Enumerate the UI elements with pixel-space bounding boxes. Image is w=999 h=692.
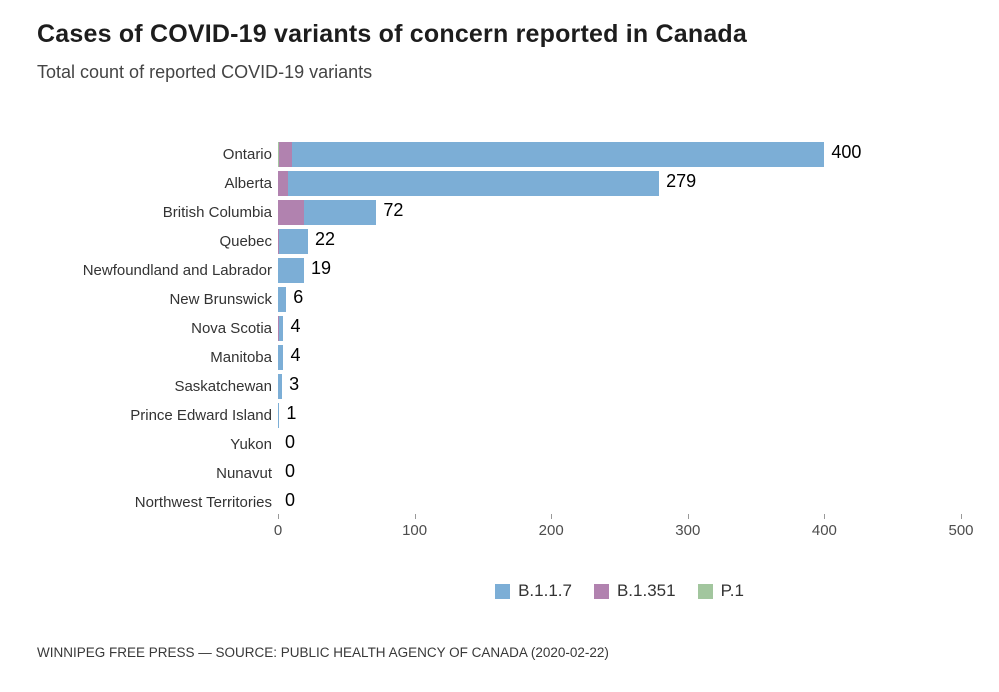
bar-track: 279: [278, 171, 961, 196]
source-footer: WINNIPEG FREE PRESS — SOURCE: PUBLIC HEA…: [37, 645, 609, 660]
bar-row: Prince Edward Island 1: [37, 401, 961, 430]
bar-track: 3: [278, 374, 961, 399]
value-label: 400: [831, 142, 862, 162]
value-label: 0: [285, 490, 296, 510]
category-label: Saskatchewan: [174, 378, 272, 395]
legend-item: B.1.1.7: [495, 581, 572, 601]
category-label: Nunavut: [216, 465, 272, 482]
bar-row: Alberta 279: [37, 169, 961, 198]
bar-segment-b117: [278, 374, 283, 399]
tick-mark: [961, 514, 962, 519]
value-label: 72: [383, 200, 404, 220]
category-label: Newfoundland and Labrador: [82, 262, 272, 279]
bar-row: Yukon 0: [37, 430, 961, 459]
bar-segment-b1351: [278, 316, 280, 341]
bar-track: 4: [278, 345, 961, 370]
value-label: 19: [310, 258, 331, 278]
bar-segment-b117: [303, 200, 377, 225]
tick-mark: [824, 514, 826, 519]
tick-mark: [414, 514, 416, 519]
bar-row: Ontario 400: [37, 140, 961, 169]
chart-subtitle: Total count of reported COVID-19 variant…: [37, 62, 373, 82]
bar-row: Manitoba 4: [37, 343, 961, 372]
category-label: British Columbia: [162, 204, 272, 221]
bar-segment-b117: [287, 171, 660, 196]
category-label: New Brunswick: [169, 291, 272, 308]
x-axis: 0 100 200 300 400 500: [274, 514, 974, 544]
legend-swatch-icon: [697, 583, 713, 599]
value-label: 6: [293, 287, 304, 307]
bar-segment-p1: [278, 142, 280, 167]
tick-label: 300: [675, 522, 701, 539]
bar-track: 1: [278, 403, 961, 428]
category-label: Yukon: [230, 436, 272, 453]
bar-track: 0: [278, 461, 961, 486]
legend-item: P.1: [697, 581, 744, 601]
bar-track: 0: [278, 490, 961, 515]
value-label: 0: [285, 461, 296, 481]
category-label: Manitoba: [210, 349, 272, 366]
bar-segment-b1351: [278, 200, 304, 225]
category-label: Quebec: [219, 233, 272, 250]
value-label: 4: [290, 316, 301, 336]
bar-segment-b117: [279, 229, 309, 254]
bar-segment-b1351: [279, 142, 292, 167]
value-label: 3: [289, 374, 300, 394]
bar-segment-b117: [291, 142, 825, 167]
bar-track: 0: [278, 432, 961, 457]
bar-segment-b117: [278, 345, 284, 370]
category-label: Prince Edward Island: [130, 407, 272, 424]
category-label: Northwest Territories: [134, 494, 272, 511]
tick-label: 400: [811, 522, 837, 539]
tick-label: 500: [948, 522, 974, 539]
bar-row: New Brunswick 6: [37, 285, 961, 314]
bar-track: 19: [278, 258, 961, 283]
bar-segment-b117: [278, 258, 304, 283]
bar-segment-b1351: [278, 229, 280, 254]
bar-row: Northwest Territories 0: [37, 488, 961, 517]
legend-label: P.1: [720, 581, 744, 600]
category-label: Nova Scotia: [191, 320, 272, 337]
value-label: 1: [286, 403, 297, 423]
bar-track: 400: [278, 142, 961, 167]
tick-label: 100: [402, 522, 428, 539]
bar-row: British Columbia 72: [37, 198, 961, 227]
value-label: 22: [315, 229, 336, 249]
bar-plot-area: Ontario 400 Alberta 279 British Columbia 72 Qu…: [37, 140, 961, 517]
bar-segment-b117: [278, 403, 280, 428]
bar-track: 22: [278, 229, 961, 254]
bar-segment-b1351: [278, 171, 288, 196]
tick-label: 200: [538, 522, 564, 539]
bar-row: Nunavut 0: [37, 459, 961, 488]
legend-item: B.1.351: [593, 581, 676, 601]
bar-track: 6: [278, 287, 961, 312]
tick-mark: [687, 514, 689, 519]
legend-swatch-icon: [593, 583, 609, 599]
tick-mark: [278, 514, 279, 519]
bar-track: 4: [278, 316, 961, 341]
bar-row: Saskatchewan 3: [37, 372, 961, 401]
bar-row: Newfoundland and Labrador 19: [37, 256, 961, 285]
legend-label: B.1.351: [616, 581, 676, 600]
chart-title: Cases of COVID-19 variants of concern re…: [37, 20, 748, 48]
legend-label: B.1.1.7: [518, 581, 572, 600]
value-label: 4: [290, 345, 301, 365]
value-label: 0: [285, 432, 296, 452]
bar-track: 72: [278, 200, 961, 225]
bar-row: Quebec 22: [37, 227, 961, 256]
legend: B.1.1.7 B.1.351 P.1: [278, 581, 961, 601]
category-label: Ontario: [222, 146, 272, 163]
bar-segment-b117: [278, 287, 287, 312]
category-label: Alberta: [224, 175, 272, 192]
value-label: 279: [666, 171, 697, 191]
tick-mark: [551, 514, 553, 519]
legend-swatch-icon: [495, 583, 511, 599]
bar-row: Nova Scotia 4: [37, 314, 961, 343]
tick-label: 0: [273, 522, 283, 539]
bar-segment-b117: [279, 316, 284, 341]
